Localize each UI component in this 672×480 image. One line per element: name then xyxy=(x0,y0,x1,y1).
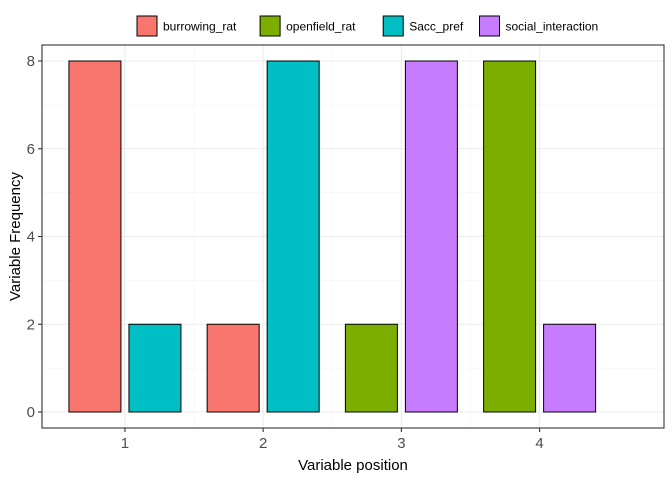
legend-key xyxy=(382,15,404,37)
bar-4-social_interaction xyxy=(543,323,597,413)
legend-key xyxy=(136,15,158,37)
y-tick-label: 4 xyxy=(27,229,35,246)
bar-1-burrowing_rat xyxy=(68,60,122,413)
y-axis: 0 2 4 6 8 xyxy=(27,53,42,421)
legend-label: burrowing_rat xyxy=(163,20,237,34)
y-tick-label: 8 xyxy=(27,53,35,70)
legend-label: openfield_rat xyxy=(286,20,356,34)
legend-item-Sacc_pref: Sacc_pref xyxy=(382,15,464,37)
bar-2-Sacc_pref xyxy=(266,60,320,413)
bar-4-openfield_rat xyxy=(483,60,537,413)
legend-key xyxy=(479,15,500,37)
y-tick-label: 0 xyxy=(27,404,35,421)
legend: burrowing_rat openfield_rat Sacc_pref socia… xyxy=(136,15,599,37)
y-tick-label: 2 xyxy=(27,316,35,333)
x-tick-label: 1 xyxy=(121,435,129,452)
bar-2-burrowing_rat xyxy=(206,323,260,413)
legend-item-burrowing_rat: burrowing_rat xyxy=(136,15,237,37)
y-tick-label: 6 xyxy=(27,141,35,158)
bar-3-openfield_rat xyxy=(344,323,398,413)
bar-1-Sacc_pref xyxy=(128,323,182,413)
y-axis-title: Variable Frequency xyxy=(7,172,24,301)
bar-3-social_interaction xyxy=(404,60,458,413)
x-axis-title: Variable position xyxy=(298,457,408,474)
legend-label: social_interaction xyxy=(506,20,599,34)
x-tick-label: 4 xyxy=(535,435,543,452)
x-tick-label: 3 xyxy=(397,435,405,452)
x-axis: 1 2 3 4 xyxy=(121,428,544,452)
x-tick-label: 2 xyxy=(259,435,267,452)
legend-item-openfield_rat: openfield_rat xyxy=(259,15,356,37)
bars xyxy=(68,60,597,413)
legend-label: Sacc_pref xyxy=(409,20,464,34)
legend-item-social_interaction: social_interaction xyxy=(479,15,599,37)
legend-key xyxy=(259,15,281,37)
